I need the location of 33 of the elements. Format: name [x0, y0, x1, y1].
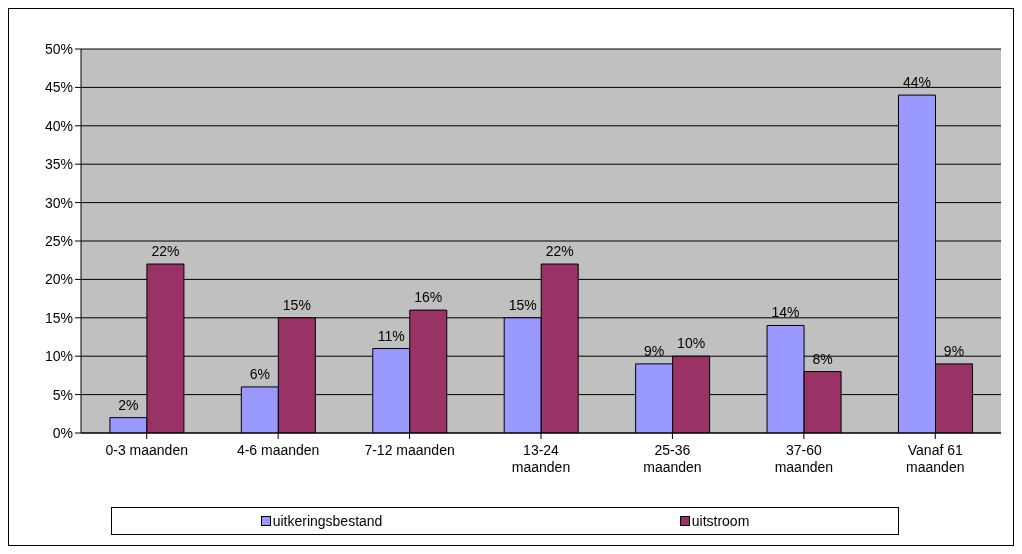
legend-label: uitkeringsbestand [271, 513, 383, 529]
data-label: 15% [508, 296, 537, 313]
data-label: 9% [644, 342, 665, 359]
y-tick-label: 50% [44, 40, 73, 57]
y-tick-label: 30% [44, 194, 73, 211]
y-tick-label: 5% [52, 386, 73, 403]
y-tick-label: 20% [44, 271, 73, 288]
data-label: 22% [151, 243, 180, 260]
data-label: 9% [943, 342, 965, 359]
data-label: 6% [249, 365, 270, 382]
y-tick-label: 0% [52, 424, 73, 441]
y-tick-label: 45% [44, 79, 73, 96]
y-tick-label: 15% [44, 309, 73, 326]
x-tick-label: 7-12 maanden [364, 442, 455, 458]
x-tick-label: 0-3 maanden [105, 442, 188, 458]
y-tick-label: 40% [44, 117, 73, 134]
x-tick-label: 4-6 maanden [236, 442, 320, 458]
y-tick-label: 10% [44, 348, 73, 365]
y-tick-label: 25% [44, 232, 73, 249]
data-label: 11% [377, 327, 405, 344]
data-label: 44% [902, 74, 931, 91]
data-label: 22% [545, 243, 574, 260]
legend-label: uitstroom [690, 513, 750, 529]
data-label: 15% [282, 296, 311, 313]
data-label: 2% [118, 396, 139, 413]
data-label: 10% [677, 335, 706, 352]
x-tick-label: Vanaf 61 maanden [906, 442, 965, 475]
x-tick-label: 37-60 maanden [774, 442, 834, 475]
x-tick-label: 25-36 maanden [643, 442, 702, 475]
data-label: 14% [771, 304, 800, 321]
x-tick-label: 13-24 maanden [511, 442, 571, 475]
y-tick-label: 35% [44, 156, 73, 173]
data-label: 16% [414, 289, 443, 306]
